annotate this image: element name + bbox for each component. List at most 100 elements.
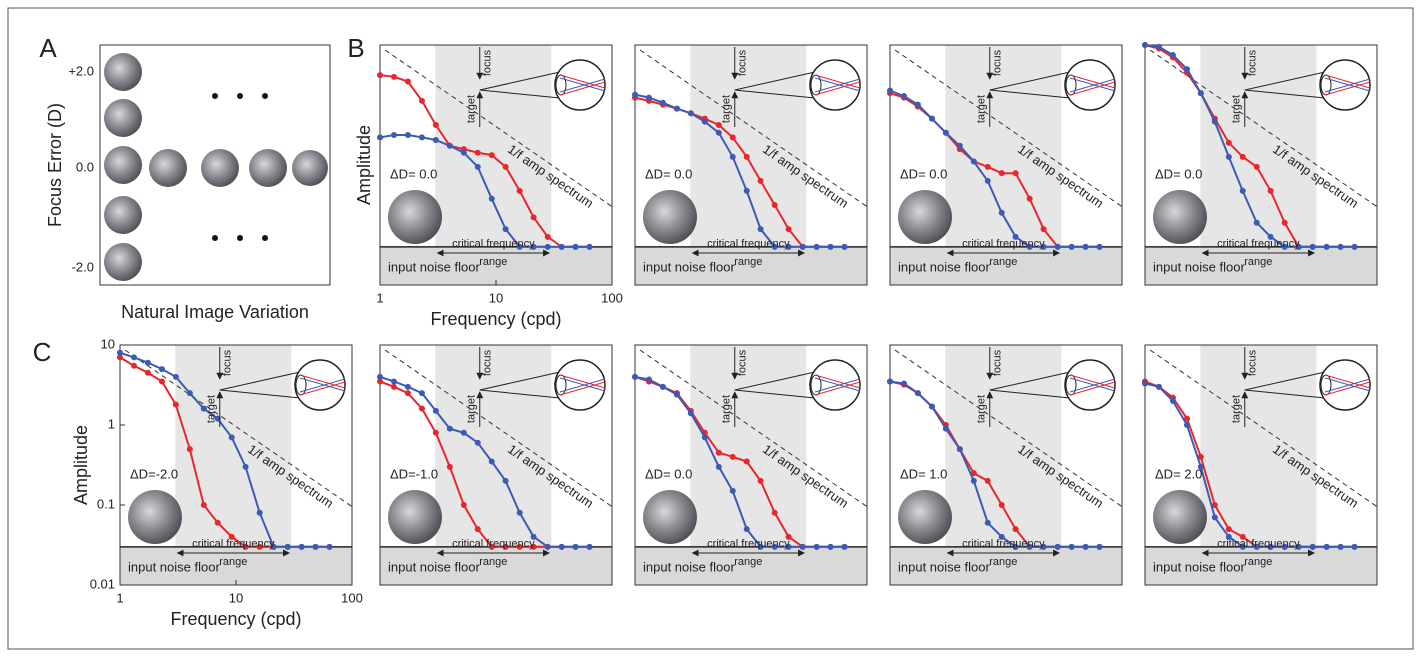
data-point <box>1055 244 1061 250</box>
critical-label: range <box>479 256 507 268</box>
data-point <box>688 110 694 116</box>
data-point <box>517 188 523 194</box>
data-point <box>447 426 453 432</box>
data-point <box>503 226 509 232</box>
data-point <box>632 92 638 98</box>
data-point <box>1310 244 1316 250</box>
data-point <box>842 244 848 250</box>
data-point <box>1027 196 1033 202</box>
chart-panel: input noise floor1/f amp spectrum1101000… <box>71 336 363 628</box>
data-point <box>1268 188 1274 194</box>
data-point <box>1254 164 1260 170</box>
data-point <box>1170 398 1176 404</box>
critical-label: range <box>989 556 1017 568</box>
focus-label: focus <box>1247 49 1259 76</box>
data-point <box>447 143 453 149</box>
chart-panel: input noise floor1/f amp spectrumcritica… <box>632 345 867 585</box>
data-point <box>688 410 694 416</box>
data-point <box>475 440 481 446</box>
data-point <box>159 378 165 384</box>
data-point <box>985 520 991 526</box>
chart-panel: input noise floor1/f amp spectrum110100F… <box>354 45 623 329</box>
data-point <box>1254 220 1260 226</box>
data-point <box>985 478 991 484</box>
data-point <box>545 544 551 550</box>
data-point <box>828 244 834 250</box>
data-point <box>1069 244 1075 250</box>
panel-label: C <box>33 337 52 367</box>
data-point <box>1142 381 1148 387</box>
target-label: target <box>466 95 478 123</box>
data-point <box>887 378 893 384</box>
data-point <box>1156 384 1162 390</box>
critical-label: critical frequency <box>1217 538 1300 550</box>
data-point <box>772 202 778 208</box>
data-point <box>173 402 179 408</box>
thumbnail <box>898 190 952 244</box>
data-point <box>800 544 806 550</box>
data-point <box>573 544 579 550</box>
y-axis-label: Amplitude <box>71 425 91 505</box>
target-label: target <box>206 395 218 423</box>
data-point <box>1041 226 1047 232</box>
data-point <box>814 244 820 250</box>
data-point <box>405 78 411 84</box>
noise-label: input noise floor <box>643 259 735 274</box>
data-point <box>419 406 425 412</box>
eye <box>1320 60 1370 110</box>
delta-label: ΔD= 0.0 <box>1155 166 1202 181</box>
x-axis-label: Frequency (cpd) <box>430 309 561 329</box>
data-point <box>1240 154 1246 160</box>
x-axis-label: Frequency (cpd) <box>170 609 301 629</box>
noise-label: input noise floor <box>128 559 220 574</box>
data-point <box>772 510 778 516</box>
x-tick-label: 10 <box>229 590 243 605</box>
data-point <box>1324 244 1330 250</box>
chart-panel: input noise floor1/f amp spectrumcritica… <box>887 345 1122 585</box>
data-point <box>744 458 750 464</box>
data-point <box>828 544 834 550</box>
data-point <box>730 134 736 140</box>
data-point <box>758 178 764 184</box>
data-point <box>730 154 736 160</box>
eye <box>810 360 860 410</box>
data-point <box>587 244 593 250</box>
target-label: target <box>466 395 478 423</box>
data-point <box>131 354 137 360</box>
noise-label: input noise floor <box>643 559 735 574</box>
critical-label: critical frequency <box>707 538 790 550</box>
noise-label: input noise floor <box>388 559 480 574</box>
x-tick-label: 100 <box>601 290 623 305</box>
eye <box>295 360 345 410</box>
data-point <box>475 526 481 532</box>
page: { "panel_a": {"label": "A", "y_label": "… <box>0 0 1421 657</box>
eye <box>555 360 605 410</box>
thumbnail <box>898 490 952 544</box>
data-point <box>517 510 523 516</box>
data-point <box>716 464 722 470</box>
data-point <box>391 384 397 390</box>
data-point <box>1097 244 1103 250</box>
data-point <box>1170 52 1176 58</box>
data-point <box>1352 244 1358 250</box>
x-tick-label: 1 <box>376 290 383 305</box>
panel-label: B <box>347 33 364 63</box>
data-point <box>377 374 383 380</box>
thumbnail <box>1153 190 1207 244</box>
data-point <box>1324 544 1330 550</box>
data-point <box>131 363 137 369</box>
data-point <box>433 408 439 414</box>
data-point <box>159 366 165 372</box>
data-point <box>419 390 425 396</box>
data-point <box>573 244 579 250</box>
data-point <box>1226 154 1232 160</box>
y-tick-label: 0.1 <box>97 496 115 511</box>
data-point <box>1097 544 1103 550</box>
data-point <box>632 374 638 380</box>
target-label: target <box>976 95 988 123</box>
data-point <box>1083 544 1089 550</box>
focus-label: focus <box>992 349 1004 376</box>
data-point <box>730 488 736 494</box>
